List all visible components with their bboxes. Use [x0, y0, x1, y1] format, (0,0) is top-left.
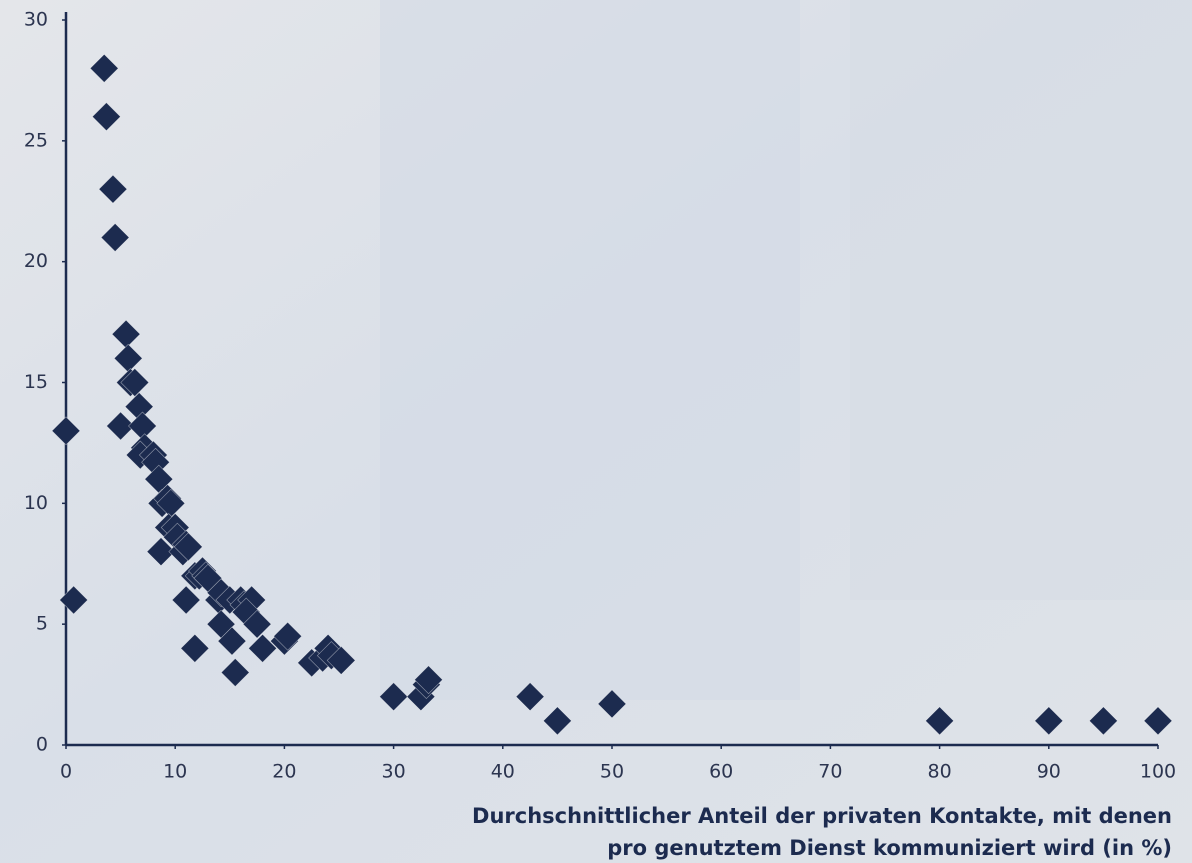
y-tick-label: 30 — [24, 9, 48, 31]
y-tick-label: 0 — [36, 734, 48, 756]
page: {"chart_data": {"type": "scatter", "xlab… — [0, 0, 1192, 863]
x-tick-label: 50 — [600, 761, 624, 783]
x-tick-label: 0 — [60, 761, 72, 783]
x-tick-label: 100 — [1140, 761, 1176, 783]
x-tick-label: 10 — [163, 761, 187, 783]
y-tick-label: 10 — [24, 492, 48, 514]
y-tick-label: 25 — [24, 129, 48, 151]
x-tick-label: 80 — [928, 761, 952, 783]
y-tick-label: 15 — [24, 371, 48, 393]
x-tick-label: 60 — [709, 761, 733, 783]
x-axis-label: pro genutztem Dienst kommuniziert wird (… — [607, 836, 1172, 860]
background-shape — [850, 0, 1192, 600]
chart: 0 5 10 15 20 25 30 0 10 20 30 40 50 60 70 80 90 100 Durchs… — [0, 0, 1192, 863]
y-tick-label: 5 — [36, 613, 48, 635]
x-tick-label: 40 — [491, 761, 515, 783]
x-axis-label: Durchschnittlicher Anteil der privaten K… — [472, 804, 1172, 828]
x-tick-label: 20 — [272, 761, 296, 783]
x-tick-label: 30 — [382, 761, 406, 783]
y-tick-label: 20 — [24, 250, 48, 272]
background-shape — [380, 0, 800, 700]
x-tick-label: 90 — [1037, 761, 1061, 783]
x-tick-label: 70 — [818, 761, 842, 783]
